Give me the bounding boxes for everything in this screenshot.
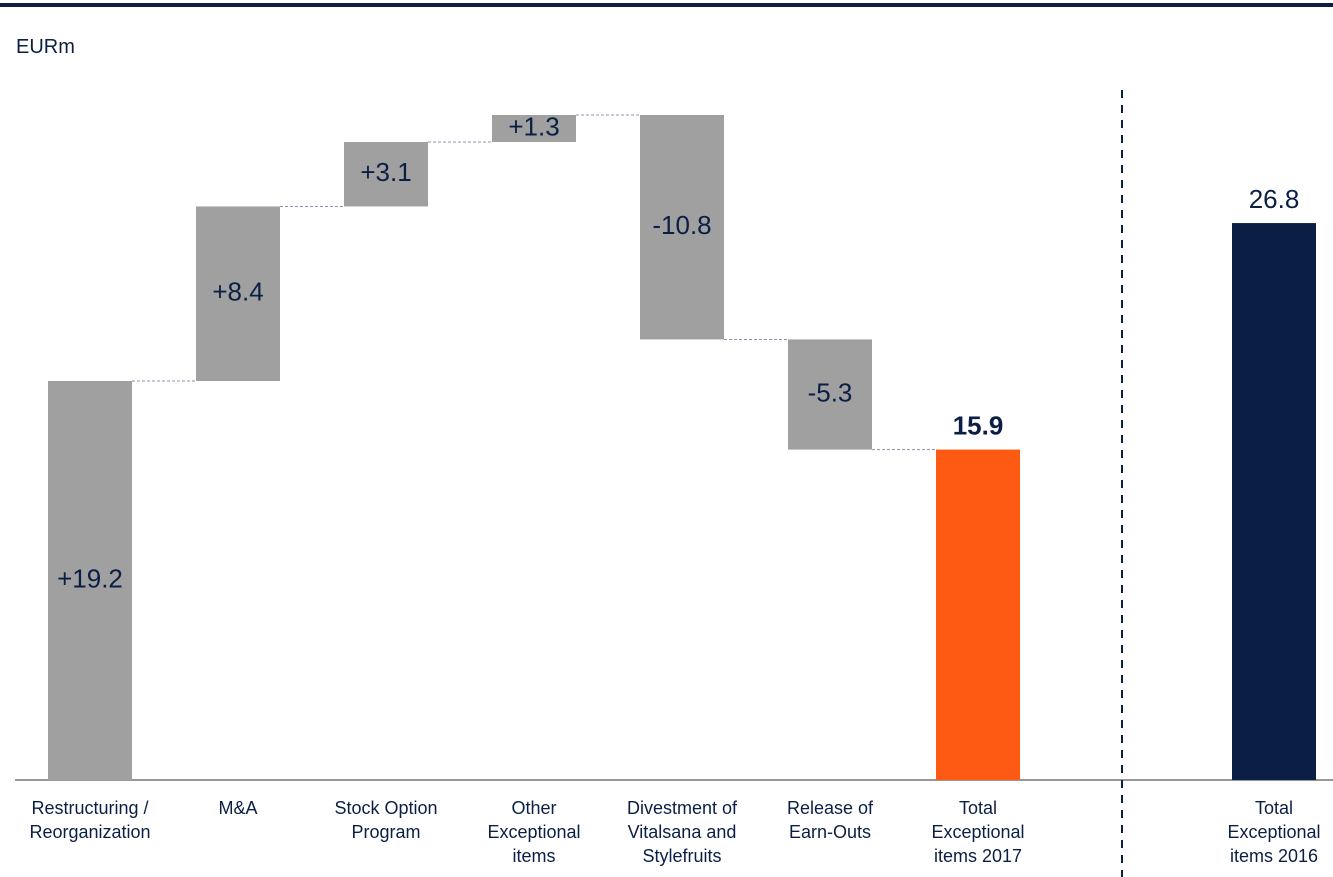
category-label: Release of Earn-Outs [786, 798, 874, 842]
bar [344, 142, 428, 207]
category-label: M&A [218, 798, 258, 818]
value-label: +3.1 [360, 157, 411, 187]
value-label: -5.3 [808, 377, 853, 407]
value-label: +8.4 [212, 277, 263, 307]
bar [48, 381, 132, 780]
value-label: +1.3 [508, 111, 559, 141]
value-label: 26.8 [1249, 184, 1300, 214]
category-label: Restructuring / Reorganization [29, 798, 151, 842]
value-label: +19.2 [57, 563, 123, 593]
category-label: Divestment of Vitalsana and Stylefruits [626, 798, 738, 866]
value-label: -10.8 [652, 210, 711, 240]
top-rule [0, 3, 1333, 7]
bar [1232, 223, 1316, 780]
category-label: Total Exceptional items 2016 [1227, 798, 1321, 866]
unit-label: EURm [16, 36, 75, 58]
category-label: Stock Option Program [334, 798, 438, 842]
category-label: Total Exceptional items 2017 [931, 798, 1025, 866]
bar [492, 115, 576, 143]
bar [936, 449, 1020, 780]
bar [196, 206, 280, 381]
category-label: Other Exceptional items [487, 798, 581, 866]
bar [788, 339, 872, 450]
value-label: 15.9 [953, 410, 1004, 440]
bar [640, 115, 724, 340]
